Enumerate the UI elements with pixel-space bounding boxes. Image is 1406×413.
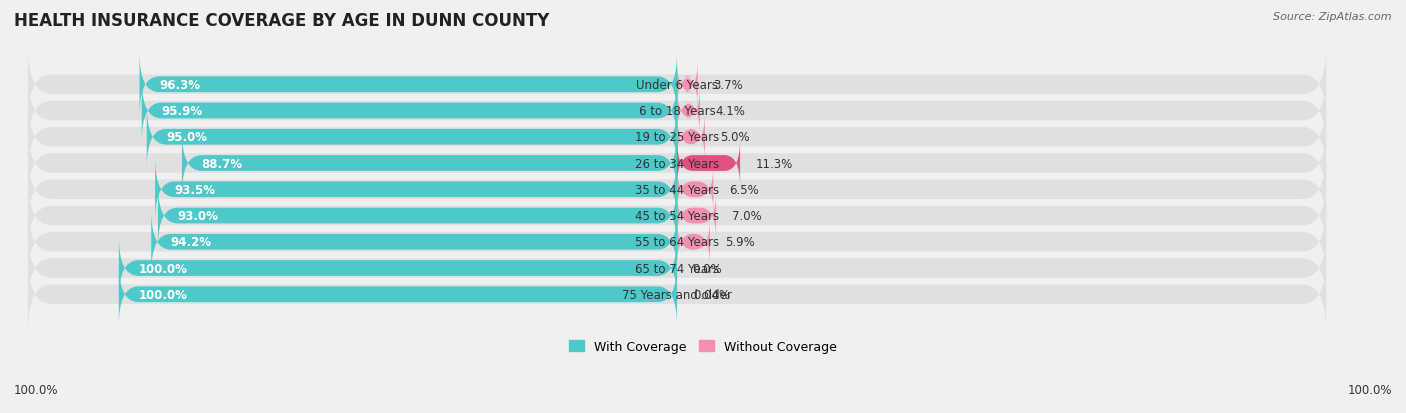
- Text: 0.0%: 0.0%: [693, 262, 723, 275]
- FancyBboxPatch shape: [678, 192, 716, 240]
- FancyBboxPatch shape: [28, 100, 1326, 175]
- Text: 35 to 44 Years: 35 to 44 Years: [636, 183, 718, 196]
- Text: HEALTH INSURANCE COVERAGE BY AGE IN DUNN COUNTY: HEALTH INSURANCE COVERAGE BY AGE IN DUNN…: [14, 12, 550, 30]
- FancyBboxPatch shape: [28, 152, 1326, 227]
- FancyBboxPatch shape: [678, 114, 704, 161]
- FancyBboxPatch shape: [678, 62, 697, 109]
- FancyBboxPatch shape: [28, 74, 1326, 149]
- Text: 100.0%: 100.0%: [138, 262, 187, 275]
- FancyBboxPatch shape: [139, 54, 678, 116]
- Text: 5.9%: 5.9%: [725, 236, 755, 249]
- FancyBboxPatch shape: [28, 47, 1326, 123]
- FancyBboxPatch shape: [28, 231, 1326, 306]
- FancyBboxPatch shape: [28, 178, 1326, 254]
- FancyBboxPatch shape: [678, 166, 713, 214]
- Text: 100.0%: 100.0%: [138, 288, 187, 301]
- Text: 26 to 34 Years: 26 to 34 Years: [636, 157, 718, 170]
- FancyBboxPatch shape: [120, 263, 678, 326]
- Text: 94.2%: 94.2%: [170, 236, 212, 249]
- Text: 45 to 54 Years: 45 to 54 Years: [636, 209, 718, 223]
- Text: 11.3%: 11.3%: [755, 157, 793, 170]
- Text: 100.0%: 100.0%: [1347, 384, 1392, 396]
- FancyBboxPatch shape: [181, 132, 678, 195]
- Text: 75 Years and older: 75 Years and older: [621, 288, 733, 301]
- Text: 0.04%: 0.04%: [693, 288, 730, 301]
- Text: 19 to 25 Years: 19 to 25 Years: [636, 131, 718, 144]
- Text: 88.7%: 88.7%: [201, 157, 242, 170]
- Text: 95.9%: 95.9%: [162, 105, 202, 118]
- FancyBboxPatch shape: [28, 126, 1326, 201]
- FancyBboxPatch shape: [678, 140, 740, 187]
- FancyBboxPatch shape: [28, 257, 1326, 332]
- FancyBboxPatch shape: [678, 88, 700, 135]
- Text: Source: ZipAtlas.com: Source: ZipAtlas.com: [1274, 12, 1392, 22]
- Text: 93.5%: 93.5%: [174, 183, 215, 196]
- Text: 96.3%: 96.3%: [159, 78, 200, 92]
- Text: 55 to 64 Years: 55 to 64 Years: [636, 236, 718, 249]
- Text: Under 6 Years: Under 6 Years: [636, 78, 718, 92]
- Text: 7.0%: 7.0%: [731, 209, 762, 223]
- FancyBboxPatch shape: [146, 106, 678, 169]
- FancyBboxPatch shape: [155, 158, 678, 221]
- Text: 65 to 74 Years: 65 to 74 Years: [636, 262, 718, 275]
- FancyBboxPatch shape: [120, 237, 678, 300]
- Text: 6 to 18 Years: 6 to 18 Years: [638, 105, 716, 118]
- FancyBboxPatch shape: [142, 80, 678, 142]
- FancyBboxPatch shape: [28, 205, 1326, 280]
- FancyBboxPatch shape: [678, 218, 710, 266]
- Legend: With Coverage, Without Coverage: With Coverage, Without Coverage: [564, 335, 842, 358]
- Text: 4.1%: 4.1%: [716, 105, 745, 118]
- Text: 95.0%: 95.0%: [166, 131, 207, 144]
- Text: 6.5%: 6.5%: [728, 183, 759, 196]
- Text: 3.7%: 3.7%: [713, 78, 742, 92]
- Text: 93.0%: 93.0%: [177, 209, 218, 223]
- Text: 5.0%: 5.0%: [720, 131, 751, 144]
- FancyBboxPatch shape: [157, 185, 678, 247]
- FancyBboxPatch shape: [152, 211, 678, 273]
- Text: 100.0%: 100.0%: [14, 384, 59, 396]
